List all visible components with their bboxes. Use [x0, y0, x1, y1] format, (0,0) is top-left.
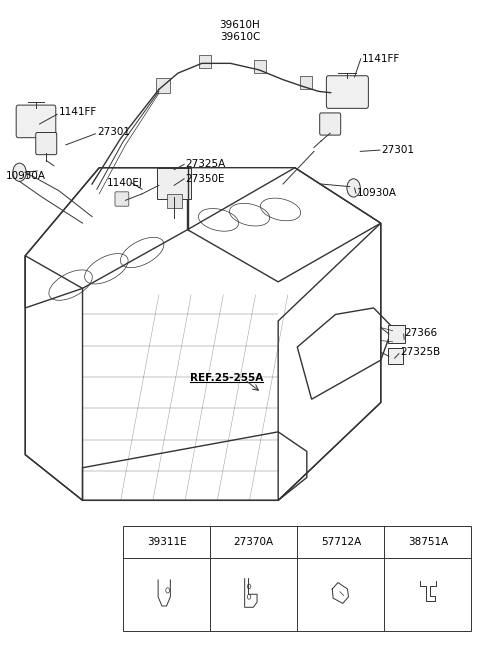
Bar — [300, 77, 312, 90]
FancyBboxPatch shape — [115, 192, 129, 206]
FancyBboxPatch shape — [388, 348, 403, 364]
Text: 10930A: 10930A — [6, 171, 46, 181]
Bar — [199, 55, 211, 68]
Circle shape — [347, 179, 360, 197]
Bar — [123, 527, 471, 631]
Text: 27301: 27301 — [381, 145, 414, 155]
Text: 27325B: 27325B — [400, 347, 440, 357]
FancyBboxPatch shape — [36, 132, 57, 155]
Text: 27366: 27366 — [405, 328, 438, 338]
Text: 27350E: 27350E — [185, 174, 225, 184]
FancyBboxPatch shape — [326, 76, 368, 108]
Text: 1141FF: 1141FF — [59, 107, 97, 117]
Text: 27325A: 27325A — [185, 159, 226, 170]
Text: REF.25-255A: REF.25-255A — [190, 373, 263, 383]
Text: 1140EJ: 1140EJ — [107, 178, 142, 188]
FancyBboxPatch shape — [388, 325, 405, 343]
FancyBboxPatch shape — [320, 113, 341, 135]
Text: 1141FF: 1141FF — [362, 54, 400, 64]
Bar — [254, 60, 266, 73]
Text: 38751A: 38751A — [408, 537, 448, 547]
Text: 39610H
39610C: 39610H 39610C — [220, 20, 260, 41]
FancyBboxPatch shape — [157, 168, 192, 199]
Bar — [156, 79, 170, 93]
Text: 27370A: 27370A — [234, 537, 274, 547]
Circle shape — [13, 163, 26, 181]
FancyBboxPatch shape — [16, 105, 56, 138]
Text: 10930A: 10930A — [357, 188, 397, 198]
Text: 39311E: 39311E — [147, 537, 186, 547]
Text: 57712A: 57712A — [321, 537, 361, 547]
FancyBboxPatch shape — [167, 194, 182, 208]
Text: 27301: 27301 — [97, 127, 130, 137]
